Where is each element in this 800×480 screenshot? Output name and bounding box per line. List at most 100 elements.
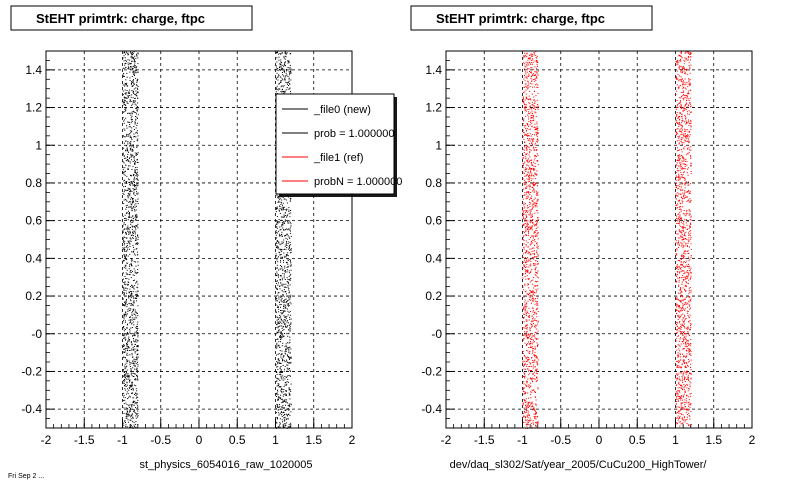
scatter-point	[677, 187, 679, 189]
scatter-point	[126, 90, 128, 91]
scatter-point	[531, 126, 533, 128]
scatter-point	[676, 384, 678, 386]
scatter-point	[531, 163, 533, 165]
scatter-point	[279, 213, 281, 214]
scatter-point	[137, 361, 138, 363]
scatter-point	[525, 157, 527, 159]
scatter-point	[529, 353, 531, 354]
scatter-point	[289, 72, 291, 74]
scatter-point	[527, 111, 529, 113]
scatter-point	[682, 81, 684, 83]
scatter-point	[529, 393, 531, 395]
scatter-point	[675, 324, 677, 326]
scatter-point	[687, 122, 689, 124]
scatter-point	[682, 120, 684, 122]
scatter-point	[283, 221, 285, 223]
scatter-point	[130, 148, 132, 150]
scatter-point	[535, 84, 537, 86]
scatter-point	[131, 303, 133, 305]
scatter-point	[136, 379, 138, 381]
scatter-point	[523, 337, 525, 339]
scatter-point	[137, 114, 139, 116]
scatter-point	[133, 73, 135, 75]
scatter-point	[677, 61, 679, 63]
scatter-point	[283, 229, 285, 231]
scatter-point	[689, 235, 691, 237]
scatter-point	[686, 129, 688, 131]
scatter-point	[287, 320, 288, 322]
scatter-point	[281, 231, 283, 233]
scatter-point	[125, 100, 126, 102]
scatter-point	[533, 148, 535, 150]
scatter-point	[133, 84, 135, 85]
scatter-point	[133, 421, 135, 423]
scatter-point	[279, 67, 280, 69]
scatter-point	[287, 426, 289, 428]
scatter-point	[280, 333, 282, 335]
scatter-point	[126, 426, 128, 428]
scatter-point	[689, 225, 691, 227]
scatter-point	[537, 199, 539, 201]
scatter-point	[136, 132, 138, 134]
scatter-point	[277, 338, 279, 340]
scatter-point	[525, 167, 526, 169]
scatter-point	[132, 402, 134, 404]
scatter-point	[536, 99, 538, 101]
scatter-point	[524, 360, 526, 362]
scatter-point	[683, 339, 685, 341]
scatter-point	[124, 348, 126, 350]
scatter-point	[528, 139, 530, 141]
scatter-point	[288, 404, 290, 406]
scatter-point	[128, 145, 130, 147]
scatter-point	[276, 331, 278, 333]
scatter-point	[529, 221, 531, 223]
scatter-point	[682, 287, 684, 289]
scatter-point	[688, 293, 690, 295]
scatter-point	[134, 392, 136, 394]
scatter-point	[285, 210, 287, 212]
scatter-point	[678, 216, 680, 218]
scatter-point	[131, 327, 133, 328]
scatter-point	[136, 331, 138, 333]
scatter-point	[522, 361, 524, 363]
scatter-point	[289, 230, 291, 232]
scatter-point	[122, 84, 124, 86]
scatter-point	[129, 68, 131, 70]
scatter-point	[135, 70, 137, 72]
scatter-point	[529, 347, 531, 348]
scatter-point	[522, 91, 524, 93]
scatter-point	[525, 186, 527, 188]
scatter-point	[286, 255, 288, 256]
scatter-point	[134, 373, 135, 375]
scatter-point	[286, 247, 288, 248]
scatter-point	[688, 296, 690, 298]
scatter-point	[526, 173, 528, 175]
scatter-point	[536, 60, 538, 62]
scatter-point	[522, 157, 524, 158]
scatter-point	[524, 362, 526, 364]
scatter-point	[687, 347, 689, 349]
scatter-point	[135, 154, 137, 156]
scatter-point	[275, 421, 277, 423]
scatter-point	[532, 279, 534, 281]
scatter-point	[690, 395, 692, 397]
scatter-point	[537, 93, 539, 94]
scatter-point	[284, 299, 286, 301]
scatter-point	[535, 150, 537, 151]
scatter-point	[133, 410, 135, 412]
scatter-point	[131, 76, 133, 77]
scatter-point	[522, 210, 524, 212]
scatter-point	[130, 404, 132, 406]
scatter-point	[279, 350, 281, 352]
scatter-point	[681, 155, 682, 157]
scatter-point	[279, 88, 281, 90]
scatter-point	[126, 283, 128, 285]
scatter-point	[133, 178, 135, 180]
scatter-point	[286, 390, 287, 392]
scatter-point	[530, 265, 532, 267]
scatter-point	[277, 426, 279, 428]
scatter-point	[123, 102, 125, 104]
scatter-point	[287, 285, 289, 287]
scatter-point	[526, 76, 528, 78]
scatter-point	[527, 58, 529, 59]
